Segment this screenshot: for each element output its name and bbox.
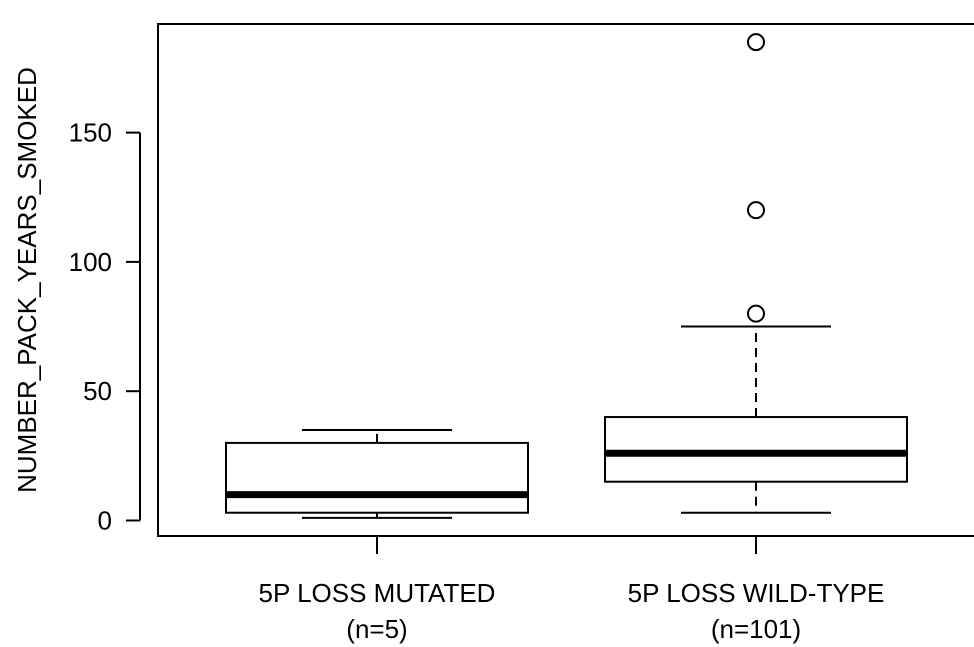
y-axis-label: NUMBER_PACK_YEARS_SMOKED <box>12 67 42 493</box>
box-iqr <box>604 416 908 483</box>
box-group <box>225 428 529 519</box>
x-tick-sublabel: (n=101) <box>711 614 801 644</box>
outlier-point <box>747 201 765 220</box>
box-group <box>604 33 908 514</box>
outlier-point <box>747 33 765 52</box>
x-axis: 5P LOSS MUTATED (n=5) 5P LOSS WILD-TYPE (n=… <box>259 536 885 644</box>
x-tick-label: 5P LOSS MUTATED <box>259 578 496 608</box>
box-iqr <box>225 441 529 514</box>
boxes <box>225 33 908 519</box>
plot-frame <box>157 23 974 537</box>
y-tick-label: 0 <box>98 505 112 535</box>
y-tick-label: 100 <box>69 247 112 277</box>
y-tick-label: 50 <box>83 376 112 406</box>
y-tick-label: 150 <box>69 118 112 148</box>
x-tick-label: 5P LOSS WILD-TYPE <box>628 578 885 608</box>
x-tick-sublabel: (n=5) <box>346 614 407 644</box>
y-axis: 0 50 100 150 <box>69 118 141 535</box>
outlier-point <box>747 304 765 323</box>
